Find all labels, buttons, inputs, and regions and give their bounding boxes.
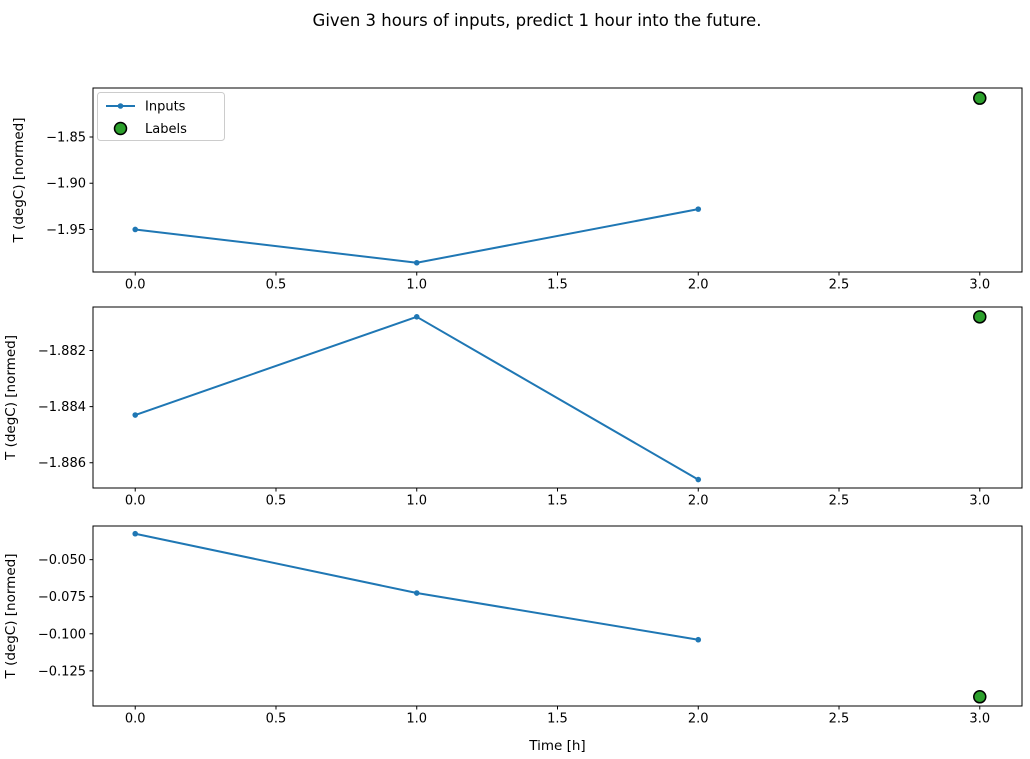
y-tick-label: −1.882 — [38, 344, 86, 359]
x-tick-label: 1.0 — [406, 278, 427, 293]
x-tick-label: 2.0 — [688, 712, 709, 727]
x-tick-label: 3.0 — [969, 278, 990, 293]
x-tick-label: 0.0 — [125, 278, 146, 293]
inputs-marker — [695, 636, 702, 643]
y-tick-label: −1.95 — [46, 223, 86, 238]
x-tick-label: 0.5 — [266, 278, 287, 293]
x-tick-label: 2.0 — [688, 278, 709, 293]
x-tick-label: 0.5 — [266, 494, 287, 509]
y-tick-label: −0.100 — [38, 627, 86, 642]
axes-frame — [92, 87, 1023, 273]
y-axis-label: T (degC) [normed] — [3, 335, 19, 461]
x-tick-label: 2.5 — [829, 278, 850, 293]
inputs-marker — [695, 206, 702, 212]
inputs-marker — [413, 314, 420, 320]
y-tick-label: −0.125 — [38, 664, 86, 679]
x-tick-label: 1.0 — [406, 494, 427, 509]
x-tick-label: 0.5 — [266, 712, 287, 727]
y-tick-label: −1.886 — [38, 456, 86, 471]
y-tick-label: −1.85 — [46, 131, 86, 146]
inputs-marker — [413, 259, 420, 266]
y-tick-label: −1.90 — [46, 177, 86, 192]
y-tick-label: −1.884 — [38, 400, 86, 415]
x-tick-label: 1.5 — [547, 278, 568, 293]
x-tick-label: 2.0 — [688, 494, 709, 509]
x-tick-label: 0.0 — [125, 712, 146, 727]
y-tick-label: −0.050 — [38, 553, 86, 568]
x-tick-label: 2.5 — [829, 712, 850, 727]
x-tick-label: 1.5 — [547, 494, 568, 509]
figure-title: Given 3 hours of inputs, predict 1 hour … — [312, 11, 762, 30]
x-tick-label: 3.0 — [969, 494, 990, 509]
subplot-2: 0.0 0.5 1.0 1.5 2.0 2.5 3.0 −1.882 −1.884 −1.886 T… — [3, 306, 1023, 509]
legend-label-labels: Labels — [145, 122, 187, 137]
y-axis-label: T (degC) [normed] — [3, 554, 19, 680]
legend-item-inputs: Inputs — [106, 100, 186, 115]
x-tick-label: 2.5 — [829, 494, 850, 509]
legend-frame — [97, 92, 225, 141]
legend-inputs-marker-sample — [117, 103, 124, 109]
legend: Inputs Labels — [97, 92, 225, 141]
x-axis-label: Time [h] — [528, 738, 585, 754]
subplot-3: 0.0 0.5 1.0 1.5 2.0 2.5 3.0 −0.050 −0.075 −0.100 −… — [3, 525, 1023, 754]
x-tick-label: 3.0 — [969, 712, 990, 727]
inputs-marker — [132, 226, 139, 233]
y-axis-label: T (degC) [normed] — [11, 118, 27, 244]
y-tick-label: −0.075 — [38, 590, 86, 605]
inputs-marker — [413, 590, 420, 596]
legend-labels-marker-sample — [113, 121, 128, 136]
legend-label-inputs: Inputs — [145, 100, 186, 115]
x-tick-label: 0.0 — [125, 494, 146, 509]
legend-item-labels: Labels — [113, 121, 187, 137]
labels-point — [973, 310, 987, 324]
labels-point — [973, 91, 987, 105]
x-tick-label: 1.5 — [547, 712, 568, 727]
x-tick-label: 1.0 — [406, 712, 427, 727]
subplot-1: 0.0 0.5 1.0 1.5 2.0 2.5 3.0 −1.85 −1.90 −1.95 T (d… — [11, 87, 1023, 293]
inputs-marker — [695, 476, 702, 483]
labels-point — [973, 690, 987, 704]
inputs-marker — [132, 530, 139, 537]
inputs-marker — [132, 412, 139, 418]
